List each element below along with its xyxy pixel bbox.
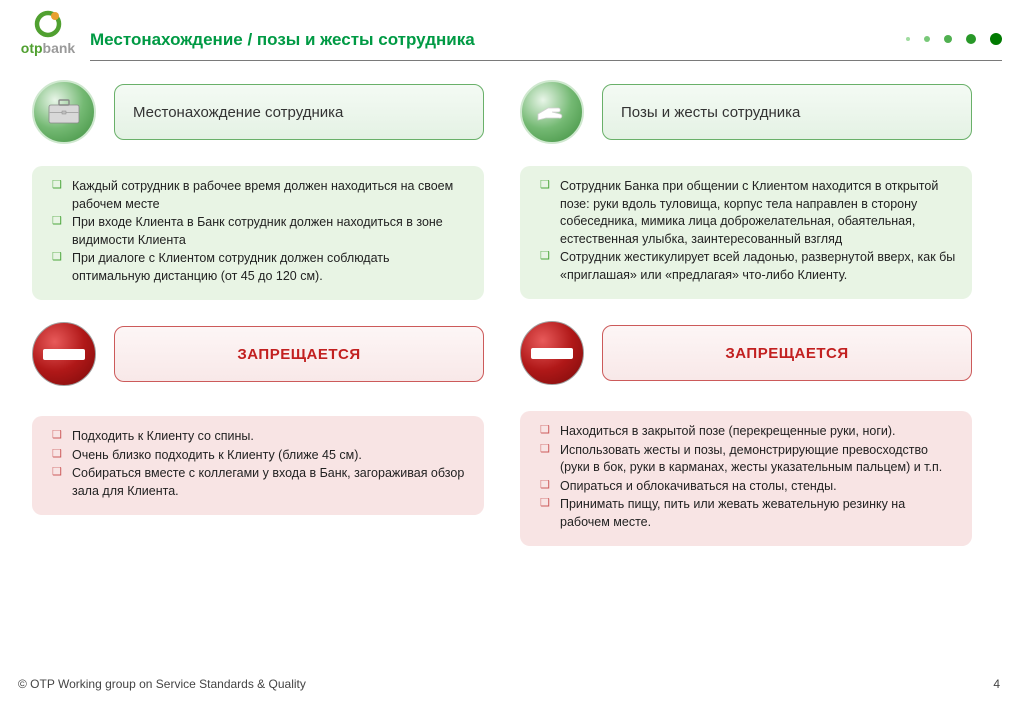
header-text: Позы и жесты сотрудника — [621, 104, 800, 121]
list-item: Находиться в закрытой позе (перекрещенны… — [540, 423, 956, 441]
rules-list: Сотрудник Банка при общении с Клиентом н… — [540, 178, 956, 284]
dot — [990, 33, 1002, 45]
section-header-row: Позы и жесты сотрудника — [520, 80, 972, 144]
brand-logo: otpbank — [18, 10, 78, 56]
rules-box-green: Каждый сотрудник в рабочее время должен … — [32, 166, 484, 300]
rules-list: Каждый сотрудник в рабочее время должен … — [52, 178, 468, 285]
forbidden-row: ЗАПРЕЩАЕТСЯ — [32, 322, 484, 386]
section-header-label: Местонахождение сотрудника — [114, 84, 484, 140]
section-header-label: Позы и жесты сотрудника — [602, 84, 972, 140]
forbidden-label: ЗАПРЕЩАЕТСЯ — [602, 325, 972, 381]
list-item: Опираться и облокачиваться на столы, сте… — [540, 478, 956, 496]
list-item: Каждый сотрудник в рабочее время должен … — [52, 178, 468, 213]
list-item: Принимать пищу, пить или жевать жеватель… — [540, 496, 956, 531]
list-item: Подходить к Клиенту со спины. — [52, 428, 468, 446]
column-gestures: Позы и жесты сотрудника Сотрудник Банка … — [520, 80, 972, 568]
dot — [906, 37, 910, 41]
decor-dots — [906, 33, 1002, 45]
section-header-row: Местонахождение сотрудника — [32, 80, 484, 144]
dot — [924, 36, 930, 42]
stop-icon — [520, 321, 584, 385]
logo-mark — [34, 10, 62, 38]
stop-icon — [32, 322, 96, 386]
slide-title: Местонахождение / позы и жесты сотрудник… — [90, 30, 475, 50]
forbidden-row: ЗАПРЕЩАЕТСЯ — [520, 321, 972, 385]
forbidden-label: ЗАПРЕЩАЕТСЯ — [114, 326, 484, 382]
dot — [944, 35, 952, 43]
list-item: Сотрудник жестикулирует всей ладонью, ра… — [540, 249, 956, 284]
forbidden-box-pink: Находиться в закрытой позе (перекрещенны… — [520, 411, 972, 546]
list-item: Сотрудник Банка при общении с Клиентом н… — [540, 178, 956, 248]
dot — [966, 34, 976, 44]
rules-box-green: Сотрудник Банка при общении с Клиентом н… — [520, 166, 972, 299]
list-item: Очень близко подходить к Клиенту (ближе … — [52, 447, 468, 465]
forbidden-box-pink: Подходить к Клиенту со спины.Очень близк… — [32, 416, 484, 515]
footer-copyright: © OTP Working group on Service Standards… — [18, 677, 306, 691]
column-location: Местонахождение сотрудника Каждый сотруд… — [32, 80, 484, 537]
briefcase-icon — [32, 80, 96, 144]
title-underline — [90, 60, 1002, 61]
logo-text: otpbank — [18, 40, 78, 56]
header-text: Местонахождение сотрудника — [133, 104, 343, 121]
hand-icon — [520, 80, 584, 144]
list-item: Собираться вместе с коллегами у входа в … — [52, 465, 468, 500]
list-item: Использовать жесты и позы, демонстрирующ… — [540, 442, 956, 477]
page-number: 4 — [993, 677, 1000, 691]
list-item: При диалоге с Клиентом сотрудник должен … — [52, 250, 468, 285]
list-item: При входе Клиента в Банк сотрудник долже… — [52, 214, 468, 249]
forbidden-list: Находиться в закрытой позе (перекрещенны… — [540, 423, 956, 531]
forbidden-list: Подходить к Клиенту со спины.Очень близк… — [52, 428, 468, 500]
